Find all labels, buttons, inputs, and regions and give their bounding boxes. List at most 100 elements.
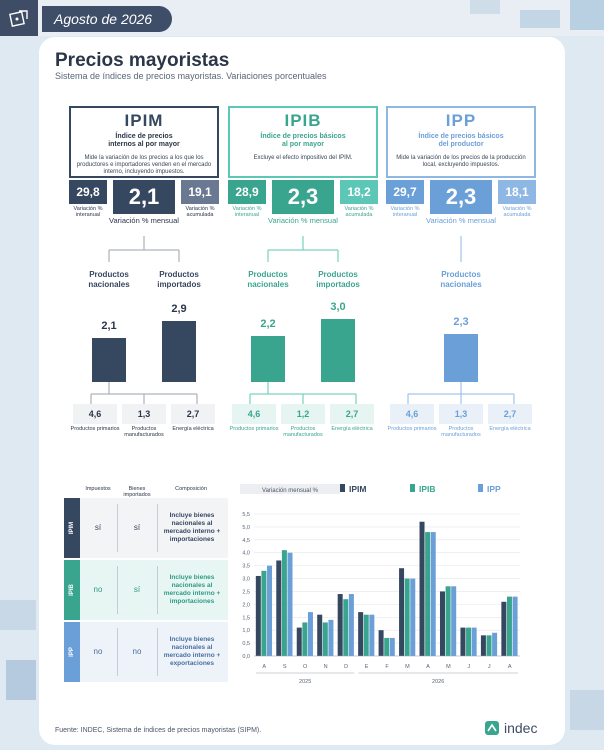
component-label: Productos primarios — [387, 426, 437, 432]
product-bar — [251, 335, 285, 382]
table-header: Composición — [175, 486, 207, 492]
index-box-ipp: IPP Índice de precios básicos del product… — [386, 106, 536, 178]
table-row-bg — [80, 560, 228, 620]
product-bar-value: 3,0 — [330, 301, 346, 313]
x-tick-label: J — [488, 664, 491, 670]
interanual-value: 28,9 — [228, 180, 266, 204]
chart-bar-ipp — [512, 596, 518, 656]
y-tick-label: 2,5 — [242, 589, 250, 595]
component-chip: 1,3 — [122, 404, 166, 424]
y-tick-label: 3,5 — [242, 564, 250, 570]
table-header: Impuestos — [85, 486, 111, 492]
table-cell-importados: sí — [133, 523, 141, 532]
chart-bar-ipib — [466, 627, 472, 656]
table-col-divider — [157, 628, 158, 676]
app-logo — [0, 0, 38, 36]
component-label: Energía eléctrica — [331, 426, 373, 432]
table-col-divider — [117, 628, 118, 676]
decor-pixel — [0, 600, 36, 630]
indec-logo-icon — [485, 721, 499, 735]
component-chip: 2,7 — [171, 404, 215, 424]
product-bar — [444, 333, 478, 382]
table-col-divider — [157, 566, 158, 614]
chart-bar-ipp — [410, 578, 416, 656]
mensual-label: Variación % mensual — [426, 216, 496, 225]
chart-bar-ipp — [348, 594, 354, 656]
component-chip: 2,7 — [488, 404, 532, 424]
chart-bar-ipim — [337, 594, 343, 656]
chart-bar-ipim — [317, 614, 323, 656]
product-bar — [321, 319, 355, 382]
component-label: Productos manufacturados — [283, 426, 323, 438]
index-description: Mide la variación de los precios de la p… — [396, 155, 526, 168]
chart-bar-ipp — [389, 637, 395, 656]
index-description: Mide la variación de los precios a los q… — [76, 155, 212, 175]
legend-label: IPIM — [349, 484, 366, 494]
mensual-value: 2,3 — [272, 180, 334, 214]
index-name: IPIB — [284, 111, 322, 130]
chart-bar-ipp — [369, 614, 375, 656]
table-row-divider — [64, 558, 228, 559]
table-header: Bienes importados — [123, 486, 151, 498]
chart-bar-ipim — [480, 635, 486, 656]
chart-bar-ipim — [501, 601, 507, 656]
page-subtitle: Sistema de índices de precios mayoristas… — [55, 71, 327, 81]
chart-bar-ipim — [358, 612, 364, 656]
chart-bar-ipib — [281, 550, 287, 656]
index-name: IPP — [445, 111, 477, 130]
x-tick-label: F — [385, 664, 389, 670]
chart-title: Variación mensual % — [262, 488, 319, 494]
x-tick-label: N — [324, 664, 328, 670]
table-col-divider — [117, 504, 118, 552]
chart-bar-ipim — [439, 591, 445, 656]
index-fullname: Índice de precios básicos al por mayor — [260, 133, 346, 148]
interanual-label: Variación % interanual — [73, 206, 103, 218]
table-row-divider — [64, 620, 228, 621]
chart-bar-ipib — [425, 532, 431, 656]
chart-bar-ipp — [451, 586, 457, 656]
product-label: Productos importados — [316, 270, 360, 289]
chart-bar-ipim — [255, 575, 261, 656]
mensual-value: 2,1 — [113, 180, 175, 214]
product-label: Productos nacionales — [88, 270, 130, 289]
x-tick-label: O — [303, 664, 308, 670]
interanual-value: 29,7 — [386, 180, 424, 204]
component-label: Energía eléctrica — [489, 426, 531, 432]
decor-pixel — [570, 0, 604, 30]
table-row-divider — [64, 682, 228, 683]
chart-bar-ipp — [328, 619, 334, 656]
chart-bar-ipib — [343, 599, 349, 656]
table-col-divider — [157, 504, 158, 552]
table-row-label: IPIB — [64, 560, 80, 620]
table-row-name: IPIM — [69, 521, 75, 535]
acumulada-label: Variación % acumulada — [502, 206, 532, 218]
table-row-bg — [80, 498, 228, 558]
legend-swatch — [478, 484, 483, 492]
chart-bar-ipp — [267, 565, 273, 656]
chart-bar-ipib — [363, 614, 369, 656]
y-tick-label: 5,5 — [242, 512, 250, 518]
component-label: Productos primarios — [70, 426, 120, 432]
table-row-label: IPP — [64, 622, 80, 682]
footer-source: Fuente: INDEC, Sistema de índices de pre… — [55, 727, 262, 734]
y-tick-label: 1,5 — [242, 615, 250, 621]
chart-bar-ipib — [261, 570, 267, 656]
legend-swatch — [410, 484, 415, 492]
acumulada-value: 18,1 — [498, 180, 536, 204]
index-description: Excluye el efecto impositivo del IPIM. — [253, 155, 353, 161]
component-chip: 1,2 — [281, 404, 325, 424]
legend-swatch — [340, 484, 345, 492]
chip-connector-lines — [249, 382, 357, 404]
chart-bar-ipim — [460, 627, 466, 656]
chart-bar-ipp — [287, 552, 293, 656]
legend-label: IPIB — [419, 484, 436, 494]
chart-bar-ipib — [322, 622, 328, 656]
y-tick-label: 1,0 — [242, 628, 250, 634]
interanual-label: Variación % interanual — [390, 206, 420, 218]
chip-connector-lines — [90, 382, 198, 404]
index-box-ipib: IPIB Índice de precios básicos al por may… — [228, 106, 378, 178]
price-tag-icon — [9, 10, 28, 27]
table-row-name: IPP — [68, 647, 75, 657]
table-row-name: IPIB — [68, 584, 75, 596]
page-title: Precios mayoristas — [55, 50, 230, 71]
